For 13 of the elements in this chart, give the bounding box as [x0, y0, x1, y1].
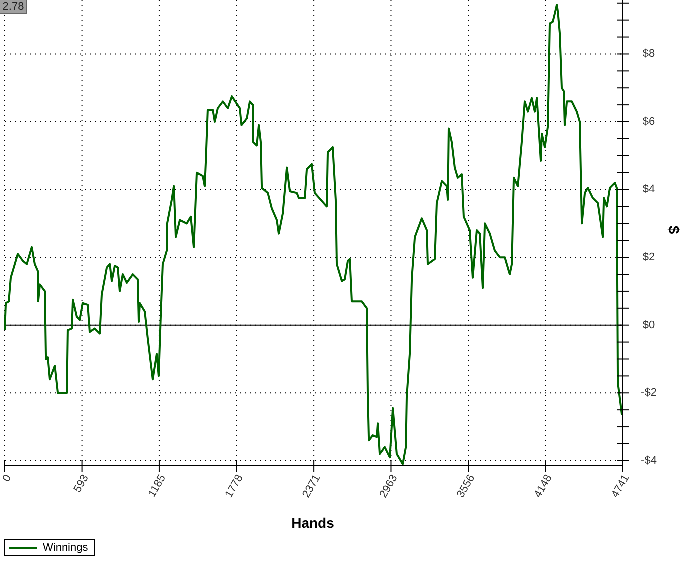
- y-tick-label: $0: [642, 319, 656, 332]
- legend-label: Winnings: [43, 542, 89, 554]
- y-tick-label: -$4: [641, 454, 657, 467]
- annotation: 2.78: [2, 0, 24, 13]
- x-axis-title: Hands: [292, 515, 335, 531]
- x-tick-label: 593: [72, 472, 92, 495]
- y-tick-label: $8: [642, 48, 656, 60]
- x-tick-label: 0: [0, 472, 14, 484]
- y-tick-label: $2: [642, 251, 656, 264]
- y-axis-title: $: [665, 226, 682, 235]
- y-tick-label: -$2: [641, 387, 657, 400]
- y-tick-label: $6: [642, 116, 656, 128]
- y-tick-label: $4: [642, 184, 656, 196]
